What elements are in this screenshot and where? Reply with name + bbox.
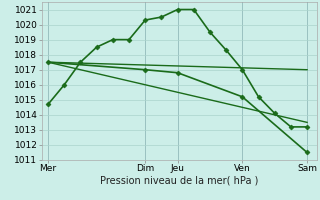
X-axis label: Pression niveau de la mer( hPa ): Pression niveau de la mer( hPa ) [100, 176, 258, 186]
